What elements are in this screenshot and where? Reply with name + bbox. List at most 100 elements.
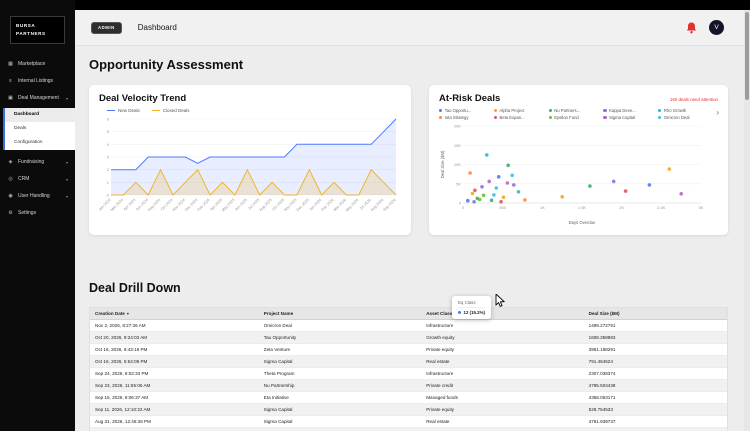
legend-item[interactable]: Epsilon Fund bbox=[548, 115, 599, 120]
svg-text:0: 0 bbox=[107, 193, 110, 198]
legend-item[interactable]: Rho Growth bbox=[658, 108, 708, 113]
sort-desc-icon: ▾ bbox=[126, 311, 129, 316]
legend-item-new-deals[interactable]: New Deals bbox=[107, 108, 140, 113]
table-row[interactable]: Jun 18, 2026, 10:04:17 AMEpsilon FundPri… bbox=[90, 427, 727, 431]
svg-text:20K: 20K bbox=[454, 124, 461, 129]
legend-item[interactable]: Beta Expan... bbox=[493, 115, 544, 120]
deal-management-submenu: Dashboard Deals Configuration bbox=[3, 107, 75, 150]
table-cell: 1608.358883 bbox=[583, 331, 727, 344]
svg-text:2.5K: 2.5K bbox=[657, 205, 666, 210]
table-cell: Epsilon Fund bbox=[258, 427, 422, 431]
legend-item[interactable]: Iota Strategy bbox=[439, 115, 489, 120]
svg-text:May 2026: May 2026 bbox=[345, 198, 360, 213]
svg-text:4: 4 bbox=[107, 142, 110, 147]
table-cell: Sep 11, 2026, 12:10:22 AM bbox=[90, 403, 259, 416]
table-row[interactable]: Sep 11, 2026, 12:10:22 AM Sigma Capital Pr… bbox=[90, 403, 727, 416]
svg-text:Dec 2025: Dec 2025 bbox=[296, 198, 310, 212]
table-cell: Private credit bbox=[421, 427, 584, 431]
table-cell: Sep 23, 2026, 11:55:06 AM bbox=[90, 379, 259, 392]
table-cell: Real estate bbox=[421, 355, 584, 368]
mouse-cursor bbox=[495, 294, 505, 307]
table-row[interactable]: Oct 16, 2026, 6:43:19 PM Zeta Venture Priv… bbox=[90, 343, 727, 356]
sidebar-item-crm[interactable]: ◎ CRM ▾ bbox=[0, 171, 75, 188]
column-header-asset-class[interactable]: Asset Class bbox=[421, 308, 584, 320]
column-header-deal-size[interactable]: Deal Size ($M) bbox=[583, 308, 727, 320]
legend-dot bbox=[548, 115, 552, 120]
deal-table-container: Creation Date ▾ Project Name Asset Class … bbox=[89, 307, 728, 431]
tooltip-value: 12 (15.2%) bbox=[463, 310, 485, 315]
table-cell: Eta Initiative bbox=[258, 391, 422, 404]
header-actions: V bbox=[686, 20, 734, 35]
table-row[interactable]: Sep 23, 2026, 11:55:06 AM Nu Partnership P… bbox=[90, 379, 727, 392]
table-cell: Theta Program bbox=[258, 367, 422, 380]
sidebar-subitem-deals[interactable]: Deals bbox=[14, 126, 27, 132]
table-cell: Aug 31, 2026, 12:46:36 PM bbox=[90, 415, 259, 428]
table-row[interactable]: Oct 16, 2026, 5:54:09 PM Sigma Capital Rea… bbox=[90, 355, 727, 368]
table-cell: Nov 2, 2026, 8:27:36 AM bbox=[90, 319, 259, 332]
column-header-project-name[interactable]: Project Name bbox=[258, 308, 422, 320]
table-cell: Growth equity bbox=[421, 331, 584, 344]
table-cell: Zeta Venture bbox=[258, 343, 422, 356]
legend-item[interactable]: Nu Partners... bbox=[548, 108, 599, 113]
column-header-creation-date[interactable]: Creation Date ▾ bbox=[90, 308, 259, 320]
page-scrollbar[interactable] bbox=[744, 10, 750, 431]
svg-text:5K: 5K bbox=[456, 181, 461, 186]
table-row[interactable]: Aug 31, 2026, 12:46:36 PM Sigma Capital Re… bbox=[90, 415, 727, 428]
company-logo[interactable]: BURSA PARTNERS bbox=[10, 16, 65, 44]
logo-line1: BURSA bbox=[16, 23, 36, 28]
legend-label: Tau Opportu... bbox=[444, 108, 472, 113]
table-cell: Infrastructure bbox=[421, 319, 584, 332]
logo-line2: PARTNERS bbox=[16, 30, 46, 36]
legend-item-closed-deals[interactable]: Closed Deals bbox=[151, 108, 190, 113]
table-header-row: Creation Date ▾ Project Name Asset Class … bbox=[90, 308, 727, 320]
notification-bell-icon[interactable] bbox=[686, 22, 697, 34]
sidebar-item-settings[interactable]: ⚙ Settings bbox=[0, 205, 75, 222]
svg-text:6: 6 bbox=[107, 117, 110, 122]
table-cell: Private equity bbox=[421, 403, 584, 416]
sidebar-item-label: Deal Management bbox=[18, 95, 59, 102]
sidebar-item-marketplace[interactable]: ▦ Marketplace bbox=[0, 56, 75, 73]
table-row[interactable]: Sep 15, 2026, 8:06:37 AM Eta Initiative Ma… bbox=[90, 391, 727, 404]
sidebar-item-fundraising[interactable]: ◈ Fundraising ▾ bbox=[0, 154, 75, 171]
deal-management-icon: ▣ bbox=[8, 95, 13, 102]
svg-text:10K: 10K bbox=[454, 162, 461, 167]
legend-label: Sigma Capital bbox=[609, 115, 636, 120]
sidebar-item-label: Marketplace bbox=[18, 61, 46, 68]
chevron-down-icon: ▾ bbox=[65, 95, 68, 101]
at-risk-legend: Tau Opportu... Alpha Project Nu Partners..… bbox=[439, 108, 708, 120]
table-cell: Sigma Capital bbox=[258, 355, 422, 368]
sidebar-item-deal-management[interactable]: ▣ Deal Management ▾ bbox=[0, 90, 75, 107]
legend-dot bbox=[548, 108, 552, 113]
scrollbar-thumb[interactable] bbox=[745, 12, 749, 100]
sidebar-subitem-configuration[interactable]: Configuration bbox=[14, 140, 43, 146]
table-cell: Jun 18, 2026, 10:04:17 AM bbox=[90, 427, 259, 431]
sidebar-item-internal-listings[interactable]: ≡ Internal Listings bbox=[0, 73, 75, 90]
page-title: Opportunity Assessment bbox=[89, 57, 244, 72]
legend-item[interactable]: Sigma Capital bbox=[603, 115, 653, 120]
legend-label: Nu Partners... bbox=[554, 108, 581, 113]
chevron-down-icon: ▾ bbox=[65, 176, 68, 182]
legend-item[interactable]: Tau Opportu... bbox=[439, 108, 489, 113]
table-row[interactable]: Sep 24, 2026, 8:02:33 PM Theta Program Inf… bbox=[90, 367, 727, 380]
table-cell: Sep 24, 2026, 8:02:33 PM bbox=[90, 367, 259, 380]
legend-item[interactable]: Omicron Deal bbox=[658, 115, 708, 120]
table-cell: 4795.504438 bbox=[583, 379, 727, 392]
sidebar-item-label: CRM bbox=[18, 176, 30, 183]
top-black-bar bbox=[0, 0, 750, 10]
tooltip-series-dot bbox=[458, 311, 461, 314]
table-cell: 1499.272791 bbox=[583, 319, 727, 332]
card-title: At-Risk Deals bbox=[439, 93, 501, 104]
legend-label: Iota Strategy bbox=[444, 115, 469, 120]
at-risk-scatter-chart[interactable]: 0 5K 10K 15K 20K 0 500 1K 1.5K 2K 2.5K 3K Deal Size … bbox=[439, 121, 711, 226]
legend-item[interactable]: Alpha Project bbox=[493, 108, 544, 113]
table-row[interactable]: Oct 20, 2026, 9:24:03 AM Tau Opportunity G… bbox=[90, 331, 727, 344]
sidebar-item-user-handling[interactable]: ◉ User Handling ▾ bbox=[0, 188, 75, 205]
legend-dot bbox=[603, 115, 607, 120]
sidebar-subitem-dashboard[interactable]: Dashboard bbox=[5, 107, 75, 122]
table-row[interactable]: Nov 2, 2026, 8:27:36 AM Omicron Deal Infra… bbox=[90, 319, 727, 332]
legend-next-button[interactable]: › bbox=[716, 108, 719, 117]
user-avatar[interactable]: V bbox=[709, 20, 724, 35]
legend-item[interactable]: Kappa Deve... bbox=[603, 108, 653, 113]
admin-badge: ADMIN bbox=[91, 21, 122, 34]
